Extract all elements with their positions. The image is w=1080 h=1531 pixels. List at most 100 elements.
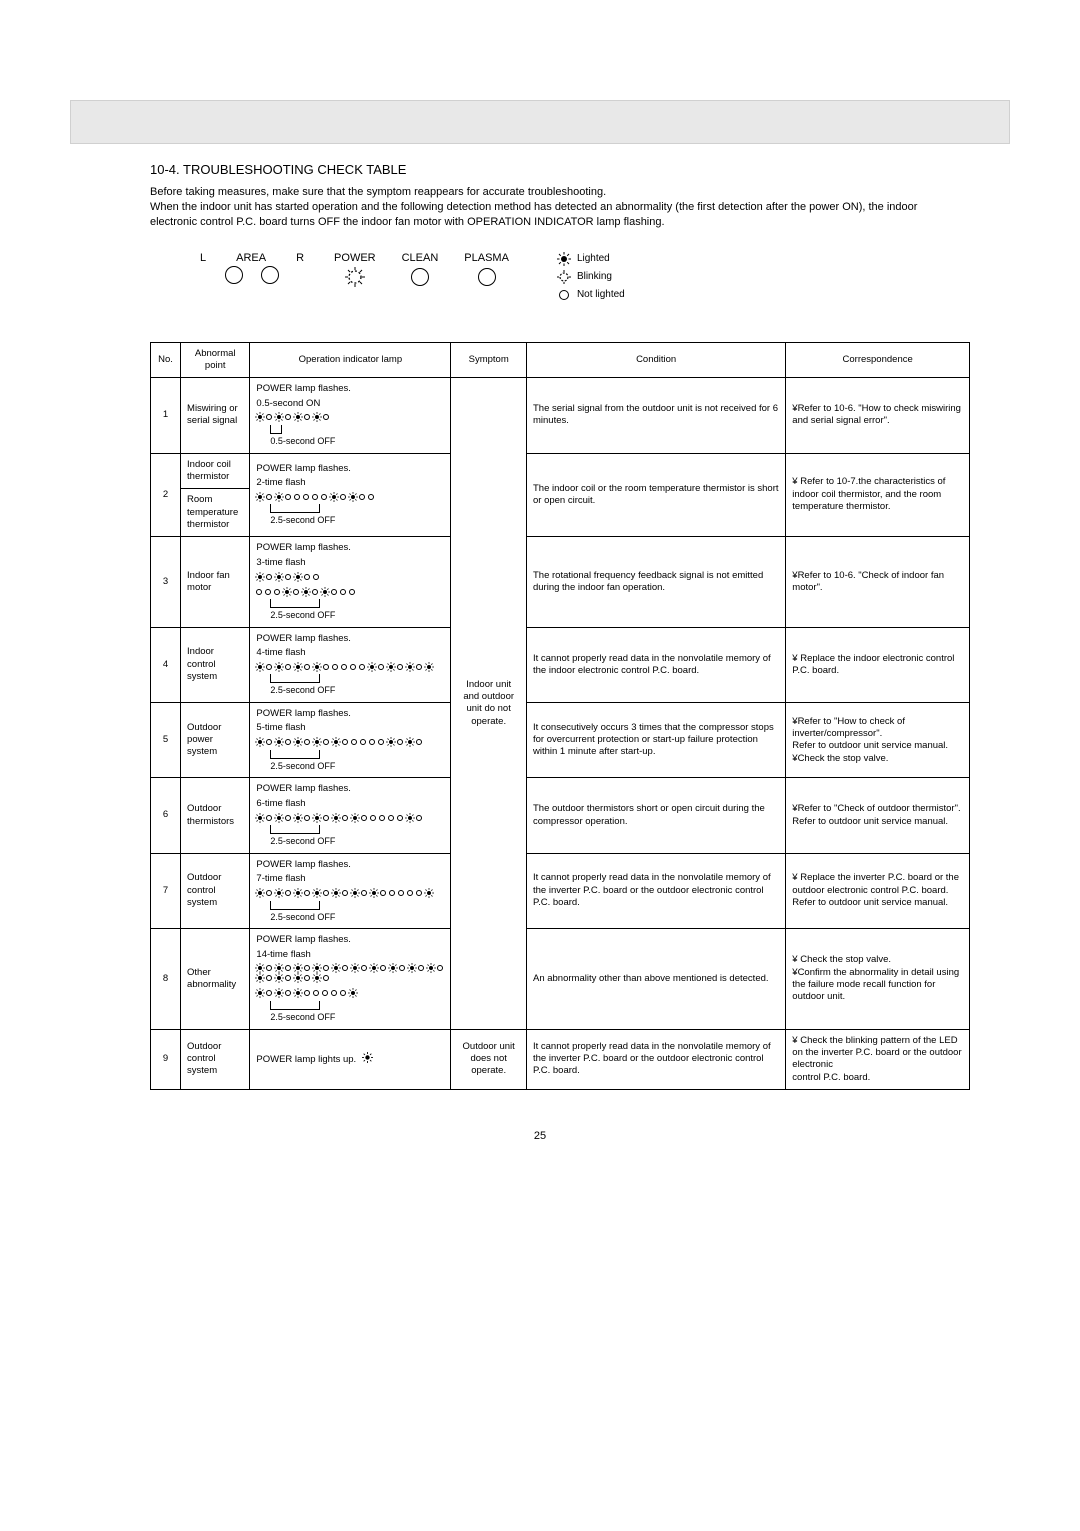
lamp-off-icon bbox=[349, 589, 355, 595]
cell-no: 6 bbox=[151, 778, 181, 853]
lamp-off-icon bbox=[266, 664, 272, 670]
flash-pattern bbox=[256, 814, 444, 821]
lamp-on-icon bbox=[256, 414, 263, 421]
blinking-label: Blinking bbox=[577, 271, 612, 282]
cell-correspondence: ¥Refer to "Check of outdoor thermistor".… bbox=[786, 778, 970, 853]
lamp-off-icon bbox=[323, 739, 329, 745]
lamp-off-icon bbox=[304, 890, 310, 896]
lamp-off-icon bbox=[340, 990, 346, 996]
cell-abnormal: Room temperature thermistor bbox=[181, 489, 250, 537]
table-row: 3Indoor fan motorPOWER lamp flashes.3-ti… bbox=[151, 537, 970, 627]
lamp-off-icon bbox=[407, 890, 413, 896]
lamp-on-icon bbox=[313, 663, 320, 670]
lamp-on-icon bbox=[256, 573, 263, 580]
cell-condition: The rotational frequency feedback signal… bbox=[526, 537, 785, 627]
lamp-on-icon bbox=[256, 890, 263, 897]
off-label: 2.5-second OFF bbox=[270, 836, 444, 848]
lamp-off-icon bbox=[378, 739, 384, 745]
lamp-off-icon bbox=[388, 815, 394, 821]
lamp-off-icon bbox=[361, 815, 367, 821]
off-label: 2.5-second OFF bbox=[270, 1012, 444, 1024]
cell-correspondence: ¥ Replace the indoor electronic control … bbox=[786, 627, 970, 702]
lamp-on-icon bbox=[332, 814, 339, 821]
lamp-on-icon bbox=[321, 588, 328, 595]
flash-pattern bbox=[256, 739, 444, 746]
lamp-off-icon bbox=[256, 589, 262, 595]
cell-no: 2 bbox=[151, 453, 181, 537]
cell-abnormal: Outdoor control system bbox=[181, 1029, 250, 1089]
op-sub: 5-time flash bbox=[256, 722, 444, 734]
cell-condition: The outdoor thermistors short or open ci… bbox=[526, 778, 785, 853]
lamp-on-icon bbox=[283, 588, 290, 595]
op-sub: 6-time flash bbox=[256, 798, 444, 810]
area-area: AREA bbox=[236, 252, 266, 264]
area-circle-r bbox=[261, 266, 279, 284]
lamp-on-icon bbox=[275, 573, 282, 580]
lamp-on-icon bbox=[406, 663, 413, 670]
cell-correspondence: ¥Refer to "How to check of inverter/comp… bbox=[786, 703, 970, 778]
cell-abnormal: Other abnormality bbox=[181, 929, 250, 1029]
lamp-on-icon bbox=[330, 493, 337, 500]
lamp-on-icon bbox=[275, 890, 282, 897]
lamp-off-icon bbox=[331, 990, 337, 996]
lamp-off-icon bbox=[416, 890, 422, 896]
lamp-off-icon bbox=[285, 990, 291, 996]
lamp-off-icon bbox=[304, 975, 310, 981]
cell-op: POWER lamp flashes.2-time flash2.5-secon… bbox=[250, 453, 451, 537]
lamp-on-icon bbox=[408, 965, 415, 972]
lamp-on-icon bbox=[294, 663, 301, 670]
lamp-off-icon bbox=[418, 965, 424, 971]
lamp-off-icon bbox=[342, 890, 348, 896]
lamp-off-icon bbox=[323, 414, 329, 420]
lamp-off-icon bbox=[323, 890, 329, 896]
lamp-on-icon bbox=[294, 990, 301, 997]
th-op: Operation indicator lamp bbox=[250, 342, 451, 378]
lamp-off-icon bbox=[389, 890, 395, 896]
lamp-off-icon bbox=[294, 494, 300, 500]
lamp-on-icon bbox=[406, 814, 413, 821]
cell-op: POWER lamp flashes.4-time flash2.5-secon… bbox=[250, 627, 451, 702]
lamp-on-icon bbox=[313, 739, 320, 746]
table-row: 4Indoor control systemPOWER lamp flashes… bbox=[151, 627, 970, 702]
header-bar bbox=[70, 100, 1010, 144]
cell-symptom-a: Indoor unit and outdoor unit do not oper… bbox=[451, 378, 527, 1029]
lamp-row: POWER CLEAN PLASMA bbox=[334, 252, 509, 286]
flash-pattern bbox=[256, 663, 444, 670]
lamp-on-icon bbox=[362, 1052, 373, 1067]
lamp-label-clean: CLEAN bbox=[402, 252, 439, 264]
th-no: No. bbox=[151, 342, 181, 378]
lamp-off-icon bbox=[304, 815, 310, 821]
lamp-on-icon bbox=[275, 965, 282, 972]
table-row: 1Miswiring or serial signalPOWER lamp fl… bbox=[151, 378, 970, 453]
op-sub: 2-time flash bbox=[256, 477, 444, 489]
lamp-off-icon bbox=[416, 739, 422, 745]
flash-pattern bbox=[256, 965, 444, 997]
lamp-off-icon bbox=[266, 574, 272, 580]
cell-correspondence: ¥ Refer to 10-7.the characteristics of i… bbox=[786, 453, 970, 537]
lamp-on-icon bbox=[275, 975, 282, 982]
lamp-off-icon bbox=[416, 815, 422, 821]
section-title: 10-4. TROUBLESHOOTING CHECK TABLE bbox=[150, 162, 1010, 177]
lamp-on-icon bbox=[368, 663, 375, 670]
legend: L AREA R POWER CLEAN PLASMA bbox=[200, 252, 1010, 302]
notlighted-icon bbox=[557, 288, 571, 302]
area-circle-l bbox=[225, 266, 243, 284]
off-label: 2.5-second OFF bbox=[270, 761, 444, 773]
lamp-on-icon bbox=[275, 493, 282, 500]
lighted-icon bbox=[557, 252, 571, 266]
lamp-on-icon bbox=[294, 890, 301, 897]
op-sub: 7-time flash bbox=[256, 873, 444, 885]
lamp-label-power: POWER bbox=[334, 252, 376, 264]
lamp-on-icon bbox=[256, 814, 263, 821]
lamp-on-icon bbox=[256, 493, 263, 500]
lamp-on-icon bbox=[332, 890, 339, 897]
lamp-on-icon bbox=[387, 663, 394, 670]
lamp-on-icon bbox=[294, 739, 301, 746]
power-lamp-icon bbox=[346, 268, 364, 286]
lamp-off-icon bbox=[397, 739, 403, 745]
cell-op: POWER lamp flashes.0.5-second ON0.5-seco… bbox=[250, 378, 451, 453]
lamp-off-icon bbox=[416, 664, 422, 670]
lamp-off-icon bbox=[397, 664, 403, 670]
lamp-off-icon bbox=[342, 965, 348, 971]
cell-op: POWER lamp flashes.6-time flash2.5-secon… bbox=[250, 778, 451, 853]
